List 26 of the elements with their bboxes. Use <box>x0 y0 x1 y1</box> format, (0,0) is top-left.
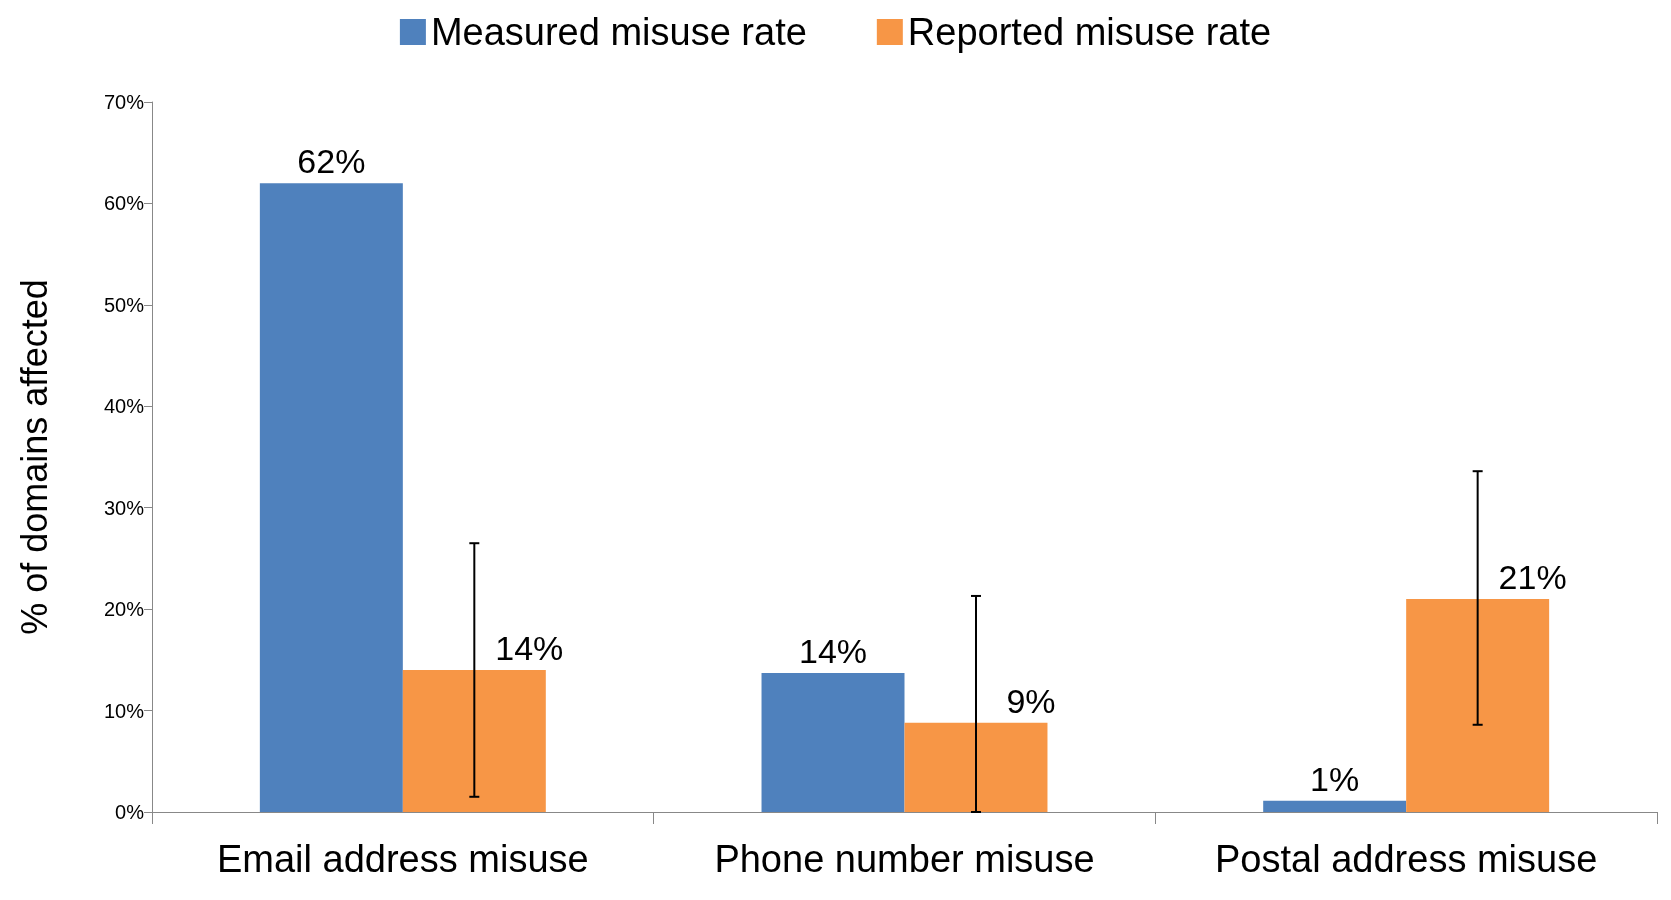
y-tick-label: 70% <box>103 91 145 113</box>
legend-label: Measured misuse rate <box>430 11 807 53</box>
y-tick-label: 10% <box>103 699 145 722</box>
x-tick-label: Phone number misuse <box>714 838 1095 880</box>
bar <box>402 670 546 812</box>
bar <box>259 183 403 812</box>
data-label: 14% <box>798 632 868 671</box>
x-tick-label: Postal address misuse <box>1215 838 1598 880</box>
data-label: 21% <box>1498 558 1567 596</box>
bar <box>1406 599 1550 812</box>
y-axis-title: % of domains affected <box>13 279 55 635</box>
y-tick-label: 50% <box>103 293 145 316</box>
bar <box>761 673 905 812</box>
y-tick-label: 60% <box>103 192 145 215</box>
y-tick-label: 30% <box>103 496 145 519</box>
data-label: 14% <box>495 629 564 667</box>
data-label: 62% <box>297 142 366 181</box>
data-label: 9% <box>1006 681 1056 720</box>
y-tick-label: 40% <box>103 395 145 418</box>
data-label: 1% <box>1310 759 1360 798</box>
y-tick-label: 0% <box>115 801 145 823</box>
y-tick-label: 20% <box>103 598 145 621</box>
bar <box>1263 800 1407 812</box>
bar <box>904 722 1048 812</box>
x-tick-label: Email address misuse <box>216 838 589 880</box>
legend-label: Reported misuse rate <box>907 11 1272 53</box>
